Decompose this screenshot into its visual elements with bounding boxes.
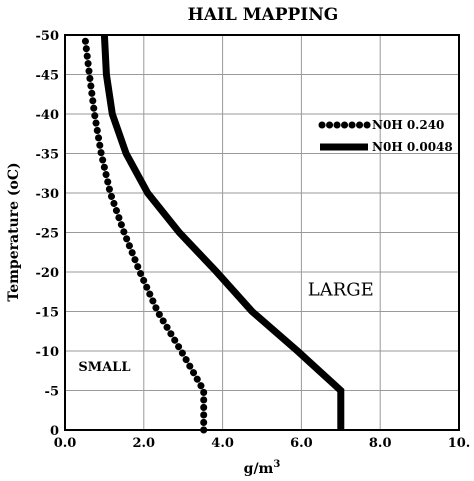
y-tick-label: -45: [36, 69, 60, 84]
y-tick-label: -40: [36, 108, 60, 123]
x-tick-labels: 0.0 2.0 4.0 6.0 8.0 10.: [54, 436, 471, 451]
annotation-small: SMALL: [78, 360, 130, 375]
y-tick-label: -25: [36, 227, 60, 242]
legend: N0H 0.240 N0H 0.0048: [318, 118, 453, 154]
y-tick-label: -50: [36, 29, 60, 44]
series-line-2: [100, 34, 345, 430]
y-axis-label: Temperature (oC): [6, 162, 22, 301]
y-tick-label: -20: [36, 266, 60, 281]
legend-label-series-2: N0H 0.0048: [372, 140, 453, 154]
y-tick-label: -30: [36, 187, 60, 202]
x-tick-label: 6.0: [290, 436, 313, 451]
grid-lines: [65, 35, 459, 430]
y-tick-label: -35: [36, 148, 60, 163]
y-tick-labels: -50-45-40-35-30-25-20-15-10-50: [36, 29, 60, 439]
x-tick-label: 4.0: [211, 436, 234, 451]
x-tick-label: 2.0: [132, 436, 155, 451]
annotations: LARGE SMALL: [78, 280, 373, 375]
y-tick-label: -5: [45, 385, 59, 400]
x-tick-label: 8.0: [369, 436, 392, 451]
x-axis-label: g/m3: [244, 459, 281, 477]
annotation-large: LARGE: [308, 280, 374, 301]
x-tick-label: 0.0: [54, 436, 77, 451]
series-group: [81, 31, 345, 434]
series-line-1: [81, 31, 208, 434]
x-tick-label: 10.: [448, 436, 471, 451]
legend-label-series-1: N0H 0.240: [372, 118, 444, 132]
plot-frame: [64, 34, 460, 431]
chart-title: HAIL MAPPING: [188, 5, 339, 25]
y-tick-label: -15: [36, 306, 60, 321]
y-tick-label: 0: [50, 424, 59, 439]
y-tick-label: -10: [36, 345, 60, 360]
